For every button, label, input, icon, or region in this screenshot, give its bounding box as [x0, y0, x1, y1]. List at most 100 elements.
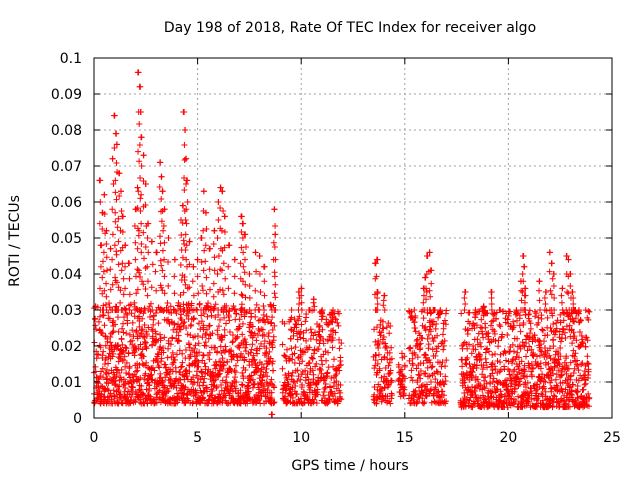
data-point — [505, 358, 512, 365]
data-point — [216, 371, 223, 378]
data-point — [387, 322, 394, 329]
data-point — [424, 335, 431, 342]
data-point — [523, 339, 530, 346]
data-point — [213, 384, 220, 391]
data-point — [173, 384, 180, 391]
data-point — [100, 268, 107, 275]
data-point — [157, 370, 164, 377]
data-point — [573, 337, 580, 344]
data-point — [245, 388, 252, 395]
data-point — [173, 310, 180, 317]
data-point — [181, 277, 188, 283]
data-point — [214, 331, 221, 338]
y-tick-label: 0.05 — [51, 231, 82, 247]
data-point — [147, 300, 154, 307]
data-point — [149, 261, 156, 268]
data-point — [468, 350, 475, 357]
data-point — [518, 358, 525, 365]
data-point — [184, 392, 191, 398]
data-point — [378, 374, 385, 381]
data-point — [113, 141, 120, 148]
data-point — [215, 199, 222, 205]
data-point — [575, 310, 582, 317]
data-point — [198, 235, 205, 241]
data-point — [289, 369, 296, 376]
data-point — [138, 241, 145, 247]
data-point — [513, 317, 520, 324]
data-point — [389, 392, 396, 399]
data-point — [244, 391, 251, 398]
data-point — [215, 323, 222, 330]
data-point — [550, 320, 557, 327]
data-point — [337, 382, 344, 389]
data-point — [484, 364, 491, 371]
data-point — [138, 327, 145, 334]
data-point — [338, 340, 345, 347]
data-point — [211, 254, 218, 261]
data-point — [420, 360, 427, 367]
data-point — [571, 333, 578, 340]
data-point — [271, 290, 278, 297]
data-point — [120, 356, 127, 363]
data-point — [138, 249, 145, 256]
data-point — [440, 325, 447, 332]
data-point — [199, 283, 206, 289]
data-point — [292, 344, 299, 351]
data-point — [96, 285, 103, 292]
data-point — [201, 360, 208, 367]
data-point — [101, 287, 108, 294]
data-point — [536, 278, 543, 285]
data-point — [118, 208, 125, 214]
data-point — [220, 291, 227, 298]
data-point — [156, 184, 163, 190]
data-point — [123, 370, 130, 377]
data-point — [104, 267, 111, 274]
data-point — [182, 281, 189, 288]
data-point — [237, 260, 244, 267]
data-point — [553, 325, 560, 332]
data-point — [484, 310, 491, 317]
data-point — [572, 350, 579, 357]
data-point — [158, 262, 165, 269]
data-point — [443, 357, 450, 364]
data-point — [284, 346, 291, 353]
data-point — [287, 316, 294, 323]
data-point — [570, 295, 577, 301]
data-point — [210, 293, 217, 300]
data-point — [112, 189, 119, 196]
data-point — [177, 387, 184, 394]
data-point — [213, 383, 220, 390]
data-point — [541, 385, 548, 392]
data-point — [113, 160, 120, 166]
data-point — [437, 310, 444, 317]
data-point — [401, 353, 408, 360]
data-point — [195, 290, 202, 297]
data-point — [419, 335, 426, 342]
data-point — [251, 356, 258, 363]
data-point — [107, 333, 114, 340]
data-point — [424, 253, 431, 259]
data-point — [220, 208, 227, 214]
data-point — [408, 374, 415, 381]
data-point — [122, 384, 129, 391]
data-point — [271, 206, 278, 213]
data-point — [184, 199, 191, 205]
data-point — [206, 322, 213, 329]
data-point — [141, 376, 148, 383]
data-point — [200, 379, 207, 386]
data-point — [241, 313, 248, 320]
data-point — [101, 322, 108, 329]
data-point — [427, 328, 434, 335]
data-point — [384, 393, 391, 400]
data-point — [206, 322, 213, 329]
data-point — [249, 384, 256, 391]
data-point — [140, 353, 147, 360]
data-point — [548, 388, 555, 395]
data-point — [155, 351, 162, 358]
data-point — [217, 286, 224, 293]
data-point — [307, 336, 314, 343]
data-point — [142, 370, 149, 377]
data-point — [179, 350, 186, 357]
data-point — [294, 378, 301, 385]
data-point — [205, 335, 212, 342]
